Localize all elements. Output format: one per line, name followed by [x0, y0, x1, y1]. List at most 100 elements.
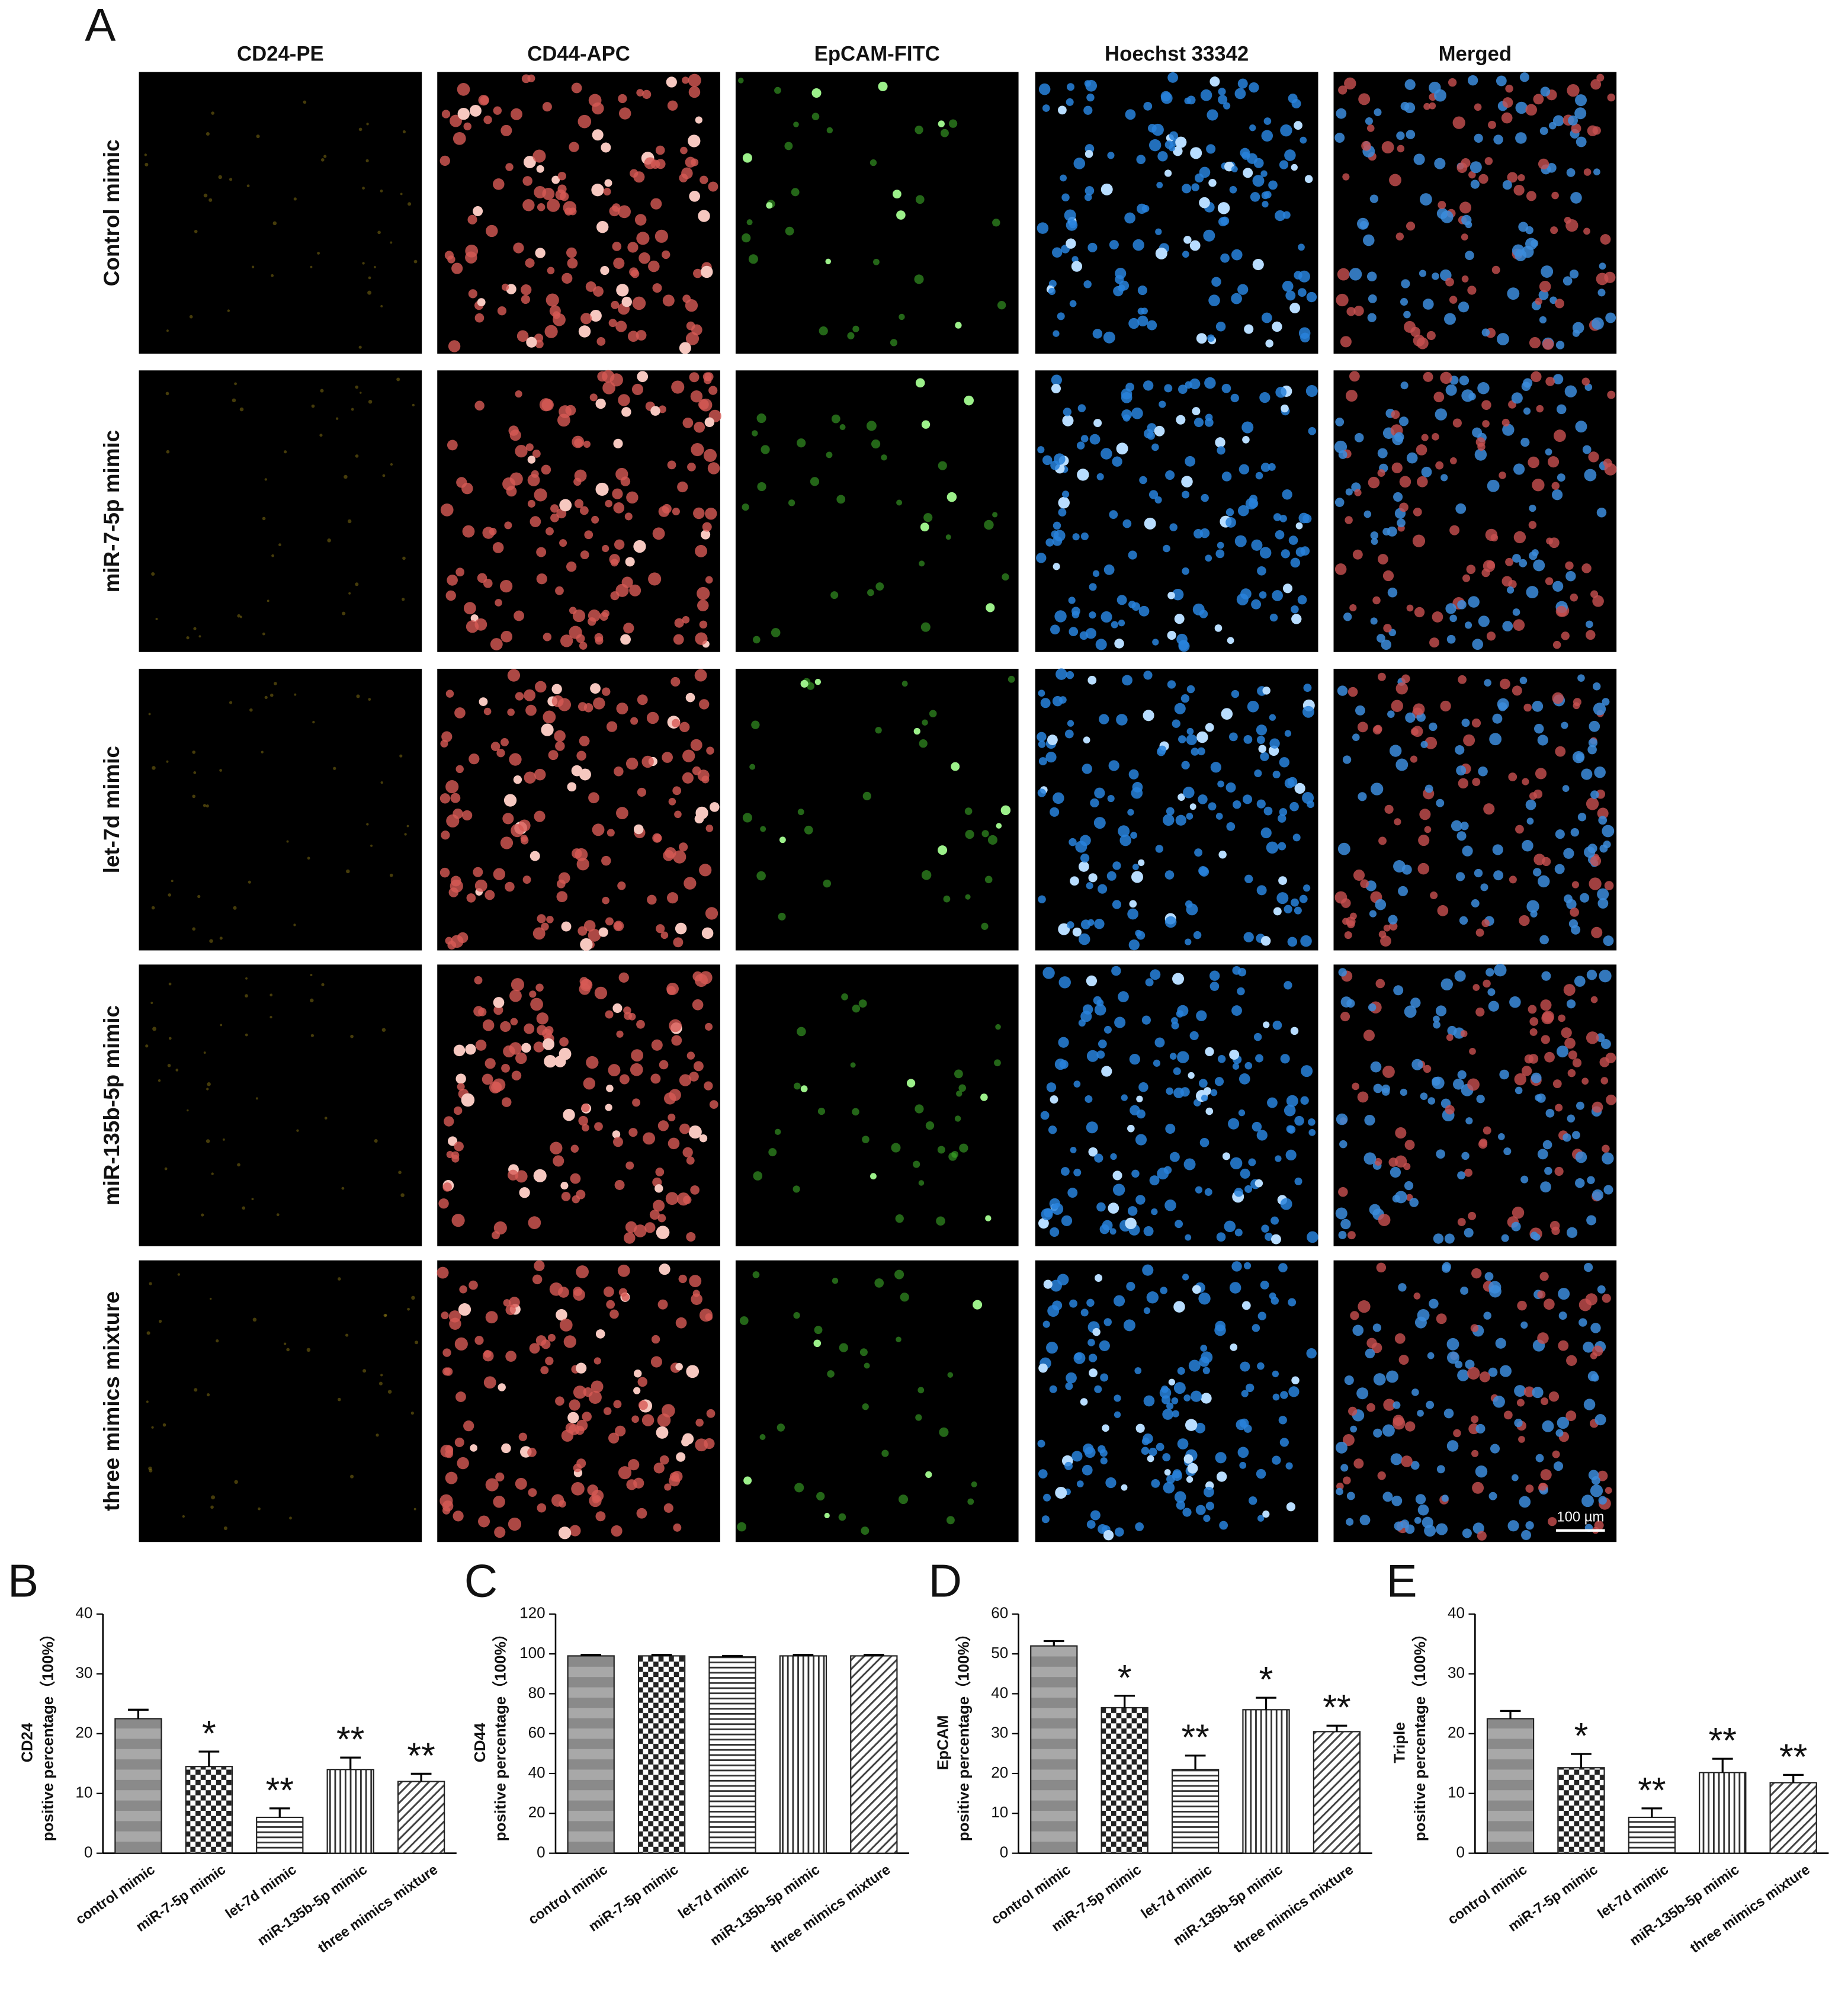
- cell: [588, 792, 599, 804]
- cell: [1155, 228, 1162, 235]
- cell: [1597, 807, 1609, 819]
- cell: [1456, 765, 1467, 776]
- cell: [1499, 1069, 1509, 1080]
- cell: [1105, 1477, 1116, 1489]
- cell: [465, 244, 479, 258]
- cell: [1334, 440, 1348, 454]
- cell: [1393, 492, 1403, 502]
- cell: [1404, 102, 1416, 114]
- cell: [602, 610, 609, 618]
- cell: [1541, 1035, 1550, 1044]
- micrograph-background: [735, 668, 1019, 951]
- cell: [1507, 172, 1518, 183]
- cell: [669, 1475, 681, 1487]
- cell: [596, 221, 609, 233]
- cell: [1182, 490, 1190, 499]
- cell: [608, 1064, 621, 1077]
- cell: [1098, 1524, 1108, 1534]
- cell: [1169, 1053, 1177, 1060]
- cell: [1436, 1149, 1445, 1159]
- cell: [691, 1293, 702, 1306]
- cell: [1562, 785, 1570, 792]
- cell: [550, 513, 559, 522]
- cell: [986, 603, 995, 612]
- cell: [919, 560, 925, 567]
- cell: [513, 775, 522, 784]
- cell: [150, 1002, 153, 1005]
- cell: [937, 1146, 945, 1154]
- cell: [800, 679, 808, 688]
- cell: [1417, 862, 1430, 875]
- cell: [814, 678, 822, 685]
- cell: [1597, 288, 1606, 297]
- cell: [1445, 384, 1457, 396]
- cell: [948, 119, 958, 128]
- cell: [702, 522, 712, 532]
- micrograph-background: [735, 964, 1019, 1246]
- cell: [1359, 221, 1368, 229]
- cell: [987, 835, 997, 845]
- cell: [1223, 102, 1231, 110]
- cell: [1150, 969, 1161, 980]
- cell: [959, 1143, 968, 1153]
- cell: [946, 1516, 955, 1525]
- cell: [524, 771, 536, 784]
- cell: [971, 1481, 977, 1487]
- cell: [1288, 94, 1298, 104]
- cell: [1049, 1385, 1057, 1393]
- cell: [1538, 158, 1549, 169]
- cell: [1301, 1065, 1313, 1077]
- cell: [841, 993, 848, 1000]
- cell: [697, 586, 710, 601]
- cell: [609, 1309, 619, 1319]
- cell: [1381, 639, 1391, 650]
- cell: [1584, 1263, 1593, 1272]
- cell: [1159, 400, 1166, 408]
- cell: [1267, 1097, 1278, 1108]
- cell: [1472, 427, 1483, 438]
- cell: [158, 1079, 161, 1082]
- cell: [894, 1269, 904, 1279]
- cell: [356, 694, 360, 698]
- cell: [1135, 1134, 1147, 1146]
- cell: [1136, 155, 1146, 165]
- cell: [653, 1200, 665, 1212]
- cell: [1185, 938, 1192, 945]
- cell: [245, 977, 248, 980]
- panel-letter: D: [929, 1554, 962, 1606]
- cell: [276, 1213, 280, 1217]
- cell: [1253, 1032, 1262, 1041]
- cell: [862, 1403, 869, 1410]
- cell: [1090, 1510, 1101, 1521]
- cell: [1566, 999, 1576, 1009]
- cell: [1468, 393, 1476, 400]
- cell: [522, 875, 531, 884]
- cell: [1137, 285, 1147, 296]
- cell: [1289, 801, 1299, 812]
- cell: [1433, 1233, 1444, 1244]
- cell: [1360, 879, 1369, 889]
- row-label: let-7d mimic: [100, 746, 124, 873]
- cell: [1525, 1521, 1534, 1530]
- cell: [896, 499, 903, 506]
- cell: [1286, 1502, 1296, 1512]
- cell: [673, 1523, 682, 1532]
- cell: [203, 1051, 206, 1054]
- cell: [454, 1337, 468, 1351]
- cell: [1465, 1359, 1475, 1370]
- cell: [555, 586, 564, 595]
- cell: [1252, 1121, 1262, 1132]
- cell: [576, 1362, 587, 1374]
- cell: [612, 1130, 621, 1139]
- cell: [760, 826, 766, 832]
- cell: [501, 1063, 510, 1073]
- cell: [536, 573, 547, 585]
- cell: [644, 1222, 656, 1233]
- cell: [1346, 999, 1355, 1008]
- cell: [826, 451, 833, 458]
- cell: [1343, 1476, 1351, 1484]
- cell: [347, 519, 352, 524]
- cell: [618, 1466, 632, 1480]
- cell: [1556, 1046, 1568, 1058]
- cell: [605, 917, 614, 926]
